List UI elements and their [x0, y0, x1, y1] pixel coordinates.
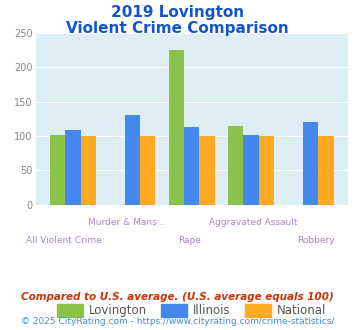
- Bar: [184, 127, 200, 205]
- Text: Robbery: Robbery: [297, 236, 335, 245]
- Bar: [303, 122, 318, 205]
- Text: Murder & Mans...: Murder & Mans...: [88, 218, 165, 227]
- Bar: [169, 50, 184, 205]
- Bar: [50, 135, 65, 205]
- Text: 2019 Lovington: 2019 Lovington: [111, 5, 244, 20]
- Legend: Lovington, Illinois, National: Lovington, Illinois, National: [53, 300, 331, 322]
- Text: © 2025 CityRating.com - https://www.cityrating.com/crime-statistics/: © 2025 CityRating.com - https://www.city…: [21, 317, 334, 326]
- Bar: [125, 115, 140, 205]
- Bar: [318, 136, 334, 205]
- Text: Rape: Rape: [179, 236, 201, 245]
- Text: All Violent Crime: All Violent Crime: [26, 236, 102, 245]
- Bar: [140, 136, 155, 205]
- Bar: [259, 136, 274, 205]
- Text: Aggravated Assault: Aggravated Assault: [209, 218, 297, 227]
- Bar: [228, 126, 244, 205]
- Bar: [81, 136, 96, 205]
- Bar: [200, 136, 215, 205]
- Text: Violent Crime Comparison: Violent Crime Comparison: [66, 21, 289, 36]
- Bar: [244, 135, 259, 205]
- Bar: [65, 130, 81, 205]
- Text: Compared to U.S. average. (U.S. average equals 100): Compared to U.S. average. (U.S. average …: [21, 292, 334, 302]
